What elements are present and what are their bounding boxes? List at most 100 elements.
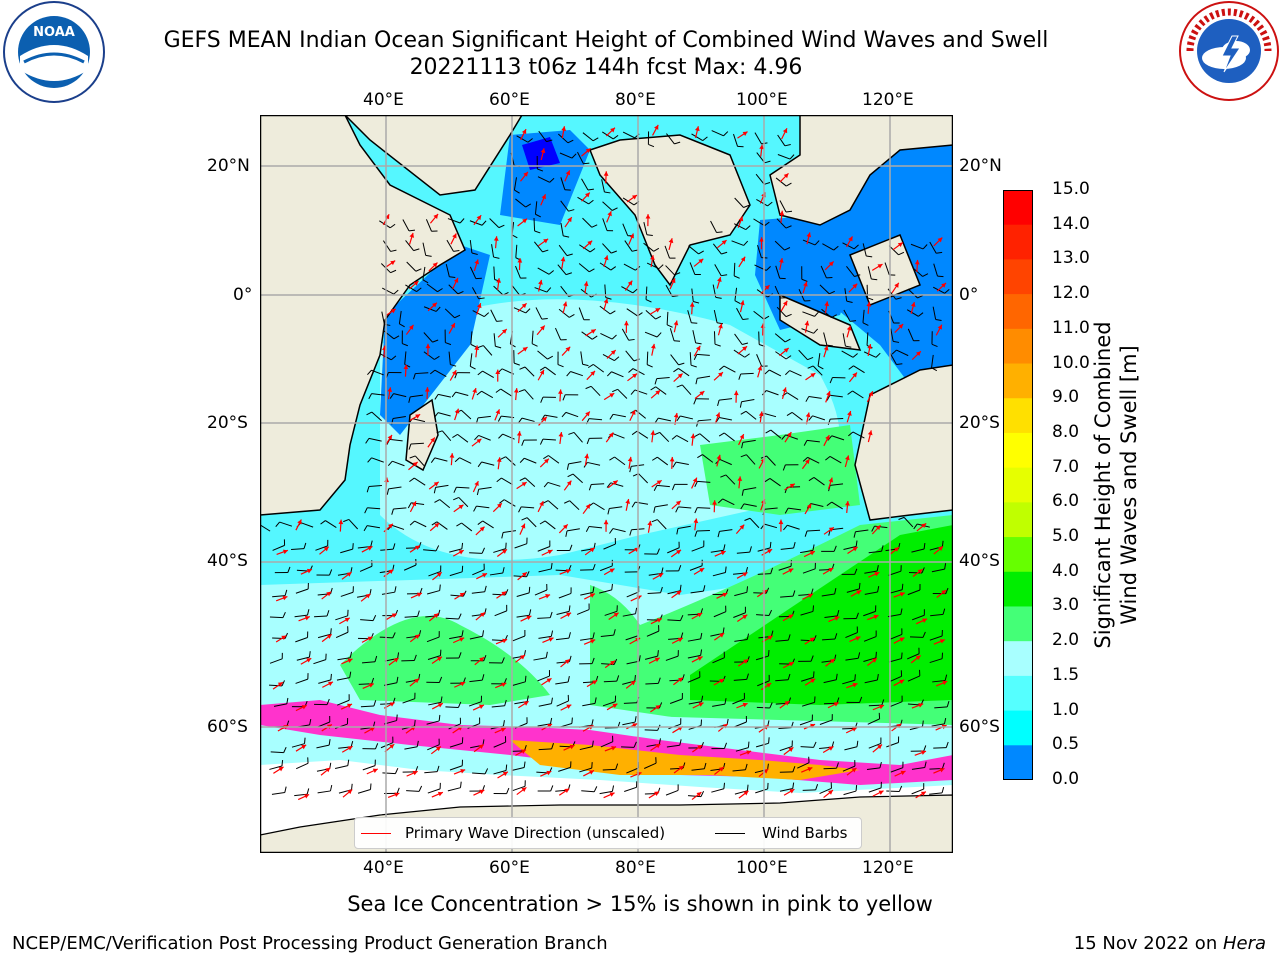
- wind-barb: [911, 761, 927, 770]
- wind-barb: [361, 655, 378, 664]
- wind-barb: [890, 761, 904, 773]
- wind-barb: [734, 333, 749, 345]
- lat-label-20n-left: 20°N: [207, 156, 250, 176]
- wind-barb: [558, 244, 573, 257]
- wind-barb: [452, 433, 469, 443]
- wind-barb: [357, 783, 372, 794]
- wind-barb: [429, 369, 447, 378]
- colorbar-tick-label: 13.0: [1052, 248, 1090, 269]
- wave-direction-arrow: [737, 658, 749, 667]
- wind-barb: [427, 584, 441, 595]
- wind-barb: [469, 547, 485, 554]
- wind-barb: [929, 786, 945, 795]
- wind-barb: [694, 433, 711, 443]
- wave-direction-arrow: [295, 519, 302, 531]
- wave-direction-arrow: [427, 437, 436, 448]
- wave-direction-arrow: [496, 278, 501, 291]
- wave-direction-arrow: [341, 658, 353, 665]
- wind-barb: [541, 414, 558, 421]
- wind-barb: [271, 786, 287, 795]
- wave-direction-arrow: [936, 282, 947, 292]
- wave-direction-arrow: [564, 170, 571, 182]
- wind-barb: [380, 543, 396, 551]
- wind-barb: [273, 697, 289, 707]
- wave-direction-arrow: [473, 789, 485, 796]
- wave-direction-arrow: [690, 433, 696, 446]
- colorbar-segment: [1003, 432, 1033, 469]
- wind-barb: [603, 675, 620, 683]
- wind-barb: [871, 525, 888, 532]
- wind-barb: [476, 390, 494, 399]
- wind-barb: [533, 651, 548, 661]
- wave-direction-arrow: [298, 615, 311, 622]
- wave-direction-arrow: [915, 791, 927, 799]
- wave-direction-arrow: [915, 618, 928, 625]
- wind-barb: [801, 266, 808, 282]
- wind-barb: [929, 241, 943, 254]
- wave-direction-arrow: [823, 345, 829, 358]
- colorbar-segment: [1003, 571, 1033, 607]
- wave-direction-arrow: [782, 614, 794, 622]
- wave-direction-arrow: [559, 569, 572, 575]
- wave-direction-arrow: [538, 594, 551, 600]
- wind-barb: [798, 349, 814, 361]
- wind-barb: [819, 284, 835, 295]
- wind-barb: [599, 262, 617, 271]
- wave-direction-arrow: [321, 633, 333, 643]
- wave-direction-arrow: [340, 703, 353, 710]
- wave-direction-arrow: [824, 261, 835, 271]
- wind-barb: [409, 477, 426, 486]
- wave-direction-arrow: [515, 654, 526, 663]
- wave-direction-arrow: [912, 568, 923, 577]
- wind-barb: [889, 670, 903, 683]
- wind-barb: [536, 155, 544, 172]
- wind-barb: [688, 695, 704, 705]
- wave-direction-layer: [272, 124, 948, 801]
- lat-label-40s-left: 40°S: [207, 551, 248, 571]
- wave-direction-legend-line: [361, 833, 391, 834]
- wave-direction-arrow: [650, 255, 655, 268]
- wave-direction-arrow: [405, 324, 414, 335]
- wind-barb: [807, 365, 823, 376]
- wave-direction-arrow: [645, 214, 651, 227]
- wind-barb: [624, 240, 639, 252]
- wind-barb: [802, 784, 819, 791]
- wind-barb: [493, 542, 507, 553]
- wind-barb: [405, 240, 420, 252]
- wind-barb: [512, 675, 527, 686]
- wave-direction-arrow: [714, 550, 726, 557]
- wind-barb: [717, 529, 733, 538]
- wave-direction-arrow: [737, 476, 743, 489]
- wind-barb: [676, 384, 692, 395]
- wind-barb: [516, 135, 533, 143]
- wind-barb: [848, 431, 865, 439]
- wind-barb: [269, 760, 284, 770]
- wind-barb: [513, 350, 520, 366]
- wind-barb: [612, 388, 628, 399]
- wave-direction-arrow: [581, 147, 592, 157]
- wind-barb: [740, 454, 756, 465]
- wave-direction-arrow: [496, 590, 507, 599]
- wind-barb: [756, 198, 773, 207]
- wave-direction-arrow: [516, 481, 527, 490]
- wind-barb: [777, 154, 795, 160]
- east-africa-shelf: [380, 245, 490, 435]
- wind-barb: [846, 696, 863, 704]
- wind-barb: [827, 418, 844, 425]
- wind-barb: [426, 283, 443, 293]
- wind-barb: [732, 692, 745, 705]
- wave-direction-arrow: [586, 679, 598, 688]
- wind-barb: [736, 546, 752, 554]
- wave-direction-arrow: [494, 409, 500, 421]
- wave-direction-arrow: [320, 767, 331, 776]
- wave-direction-arrow: [736, 614, 748, 623]
- wind-barb: [712, 243, 728, 255]
- wave-direction-arrow: [496, 548, 508, 557]
- wind-barb: [687, 310, 698, 324]
- wind-barb: [802, 456, 820, 464]
- wave-direction-arrow: [584, 453, 590, 466]
- wind-barb: [511, 761, 526, 772]
- wave-direction-arrow: [476, 302, 482, 315]
- wind-barb: [868, 781, 882, 793]
- wind-barb: [406, 261, 422, 272]
